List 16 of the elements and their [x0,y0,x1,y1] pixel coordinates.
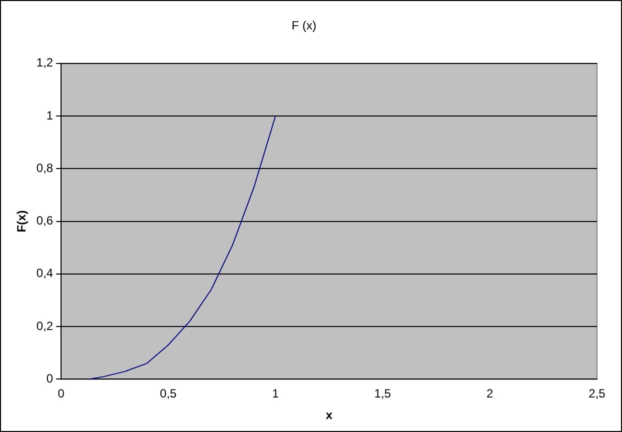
x-tick-label: 1 [272,386,280,401]
y-tick-label: 0,2 [36,318,54,333]
y-tick-label: 0,4 [36,266,54,280]
x-tick-label: 0 [58,386,65,401]
y-tick-label: 0,8 [36,160,54,175]
x-axis-title: x [326,408,333,422]
x-tick-label: 1,5 [374,386,392,401]
y-tick-label: 0 [46,372,54,386]
y-tick-label: 0,6 [36,214,54,228]
y-tick-label: 1,2 [36,56,54,70]
y-axis-title: F(x) [14,210,29,232]
y-tick-label: 1 [46,108,54,122]
x-tick-label: 2,5 [588,386,606,401]
x-tick-label: 2 [486,386,494,401]
x-tick-label: 0,5 [160,386,177,401]
chart-title: F (x) [292,18,316,33]
